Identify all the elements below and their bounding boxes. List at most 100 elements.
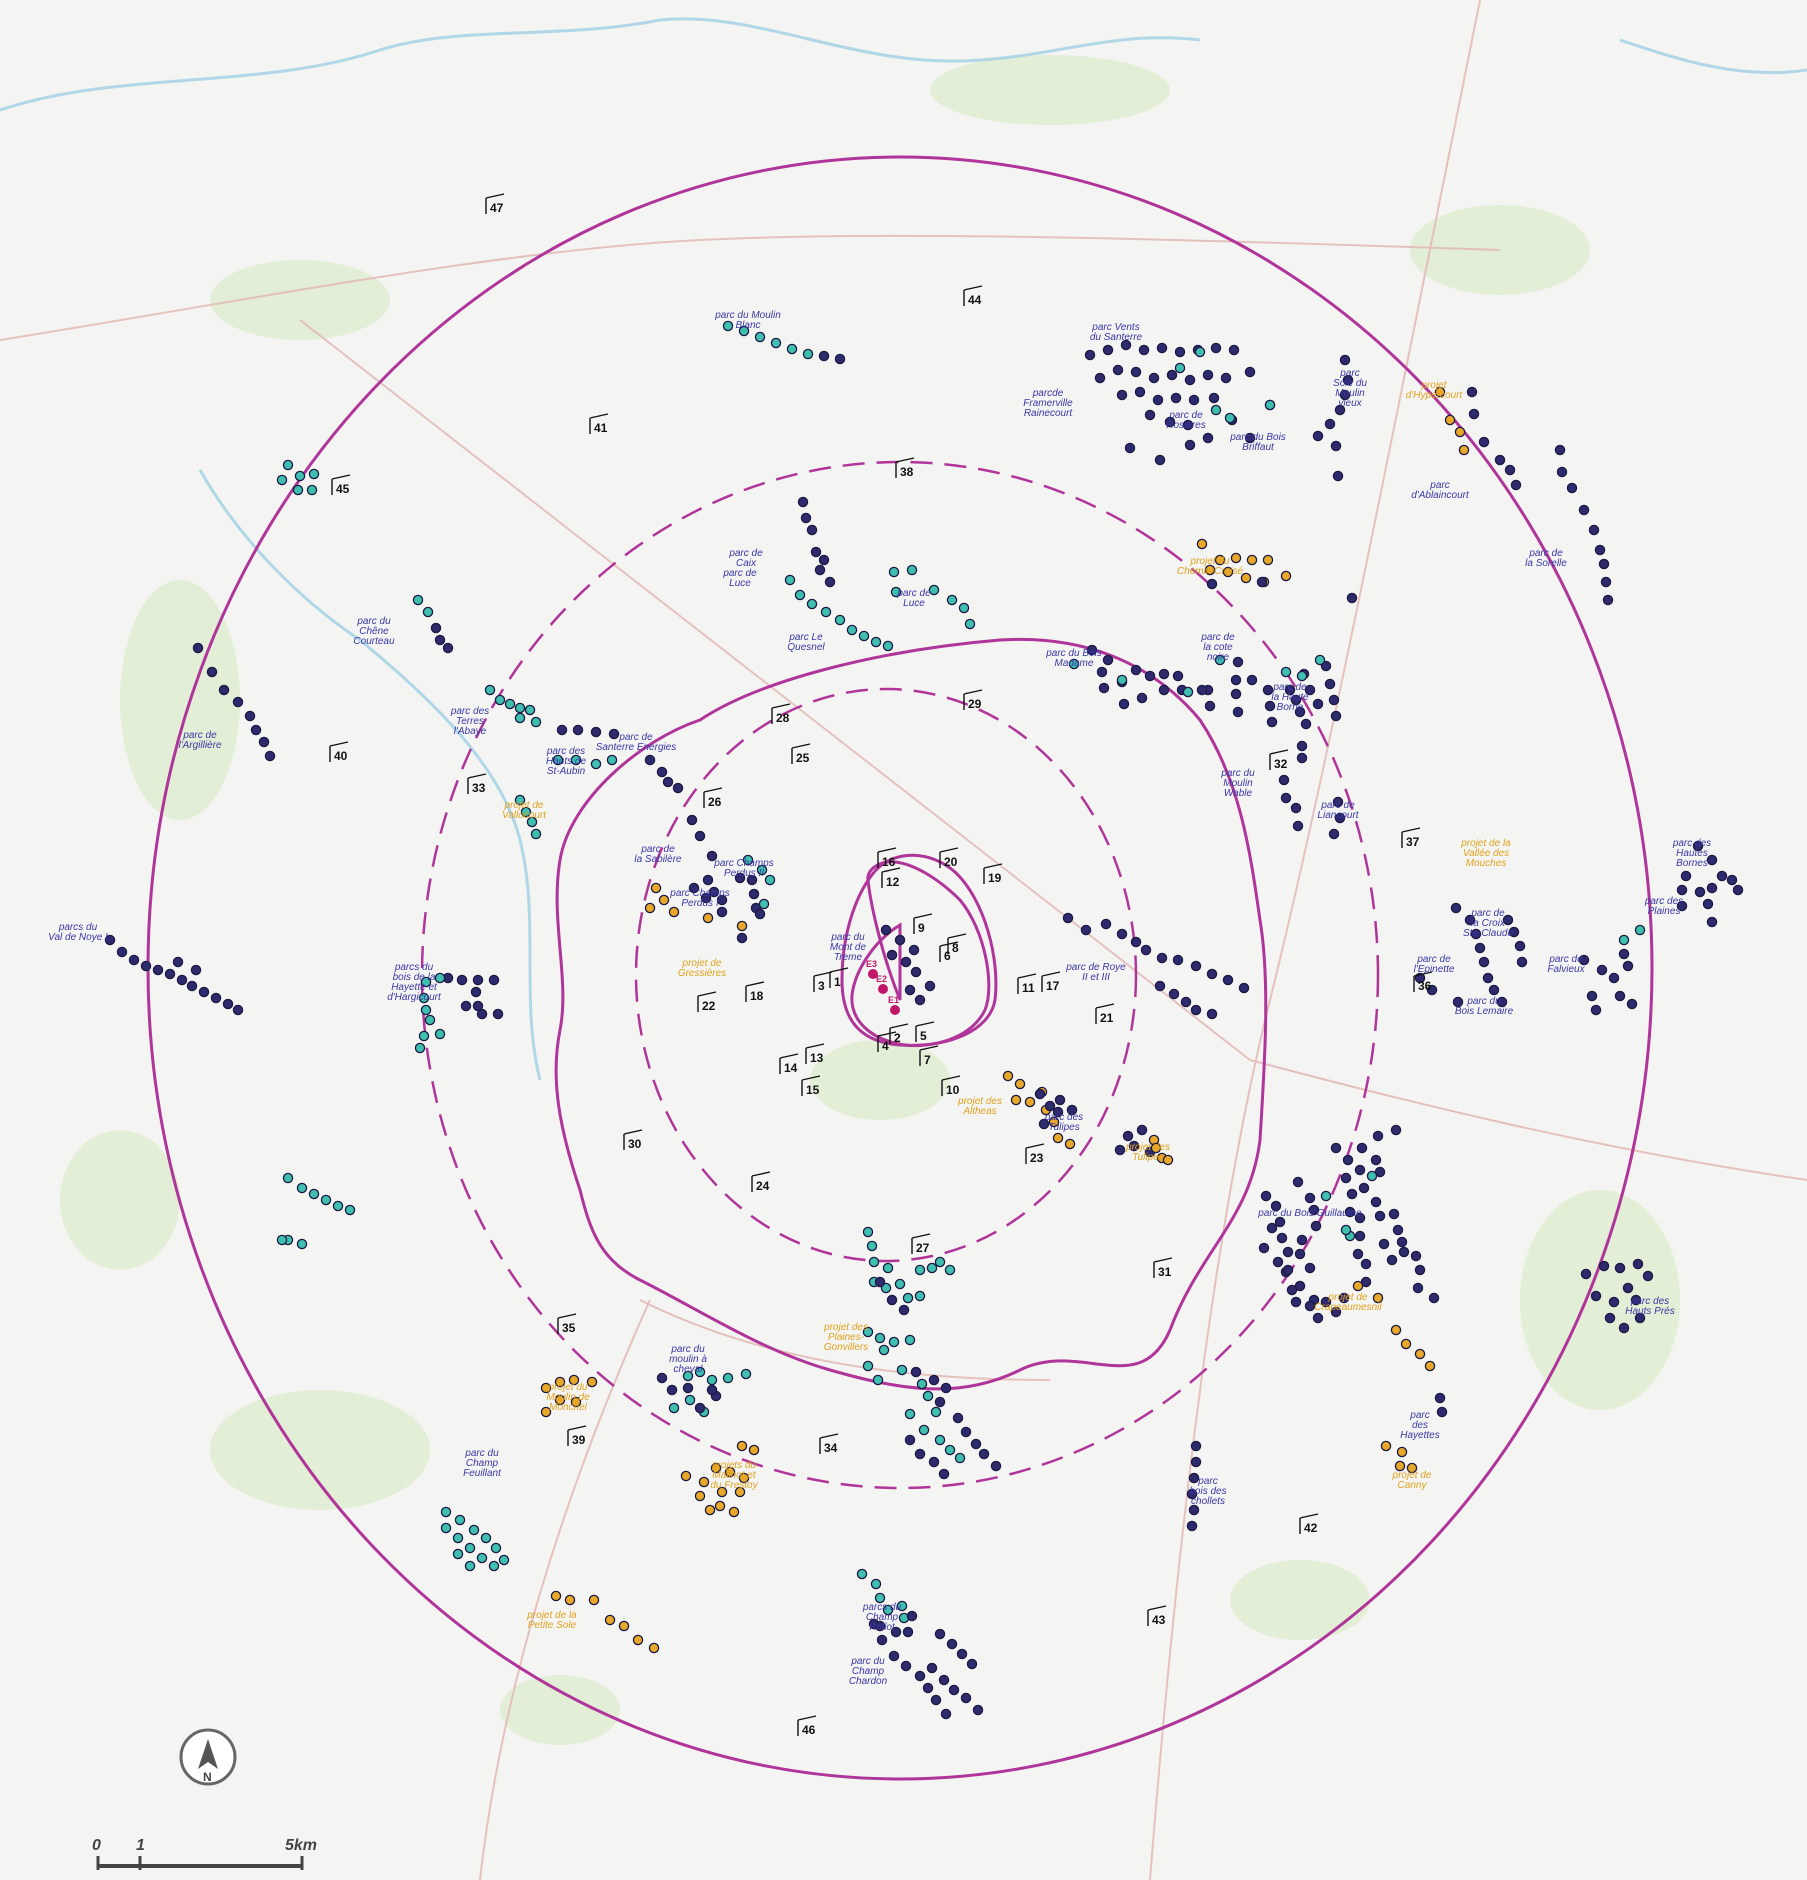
wind-turbine-parc[interactable]	[1188, 1472, 1200, 1484]
wind-turbine-parc[interactable]	[966, 1658, 978, 1670]
wind-turbine-parc[interactable]	[914, 994, 926, 1006]
wind-turbine-projet[interactable]	[1396, 1446, 1408, 1458]
wind-turbine-parc[interactable]	[1290, 694, 1302, 706]
wind-turbine-projet[interactable]	[632, 1634, 644, 1646]
wind-turbine-parc[interactable]	[742, 854, 754, 866]
wind-turbine-parc[interactable]	[874, 1276, 886, 1288]
wind-turbine-projet[interactable]	[570, 1396, 582, 1408]
wind-turbine-parc[interactable]	[250, 724, 262, 736]
wind-turbine-parc[interactable]	[1434, 1392, 1446, 1404]
wind-turbine-parc[interactable]	[868, 1256, 880, 1268]
wind-turbine-parc[interactable]	[488, 974, 500, 986]
wind-turbine-parc[interactable]	[530, 716, 542, 728]
wind-turbine-parc[interactable]	[186, 980, 198, 992]
wind-turbine-parc[interactable]	[1086, 644, 1098, 656]
wind-turbine-parc[interactable]	[944, 1444, 956, 1456]
viewpoint-marker[interactable]: 15	[801, 1075, 821, 1097]
wind-turbine-parc[interactable]	[1706, 916, 1718, 928]
wind-turbine-parc[interactable]	[818, 554, 830, 566]
wind-turbine-projet[interactable]	[1002, 1070, 1014, 1082]
viewpoint-marker[interactable]: 44	[963, 285, 983, 307]
viewpoint-marker[interactable]: 3	[813, 971, 833, 993]
wind-turbine-parc[interactable]	[1392, 1224, 1404, 1236]
wind-turbine-parc[interactable]	[1396, 1236, 1408, 1248]
wind-turbine-parc[interactable]	[176, 974, 188, 986]
wind-turbine-parc[interactable]	[1122, 1130, 1134, 1142]
wind-turbine-parc[interactable]	[1346, 592, 1358, 604]
wind-turbine-parc[interactable]	[418, 1030, 430, 1042]
viewpoint-marker[interactable]: 6	[939, 941, 959, 963]
wind-turbine-parc[interactable]	[1360, 1258, 1372, 1270]
wind-turbine-parc[interactable]	[908, 944, 920, 956]
wind-turbine-parc[interactable]	[1190, 1004, 1202, 1016]
viewpoint-marker[interactable]: 24	[751, 1171, 771, 1193]
wind-turbine-parc[interactable]	[1470, 928, 1482, 940]
wind-turbine-parc[interactable]	[1342, 374, 1354, 386]
wind-turbine-parc[interactable]	[682, 1382, 694, 1394]
wind-turbine-projet[interactable]	[736, 1440, 748, 1452]
wind-turbine-projet[interactable]	[1246, 554, 1258, 566]
wind-turbine-parc[interactable]	[556, 724, 568, 736]
wind-turbine-parc[interactable]	[1324, 418, 1336, 430]
wind-turbine-parc[interactable]	[1190, 1456, 1202, 1468]
wind-turbine-projet[interactable]	[1406, 1462, 1418, 1474]
wind-turbine-parc[interactable]	[1154, 980, 1166, 992]
wind-turbine-parc[interactable]	[1066, 1104, 1078, 1116]
wind-turbine-parc[interactable]	[488, 1560, 500, 1572]
wind-turbine-parc[interactable]	[902, 1292, 914, 1304]
wind-turbine-parc[interactable]	[1482, 972, 1494, 984]
wind-turbine-parc[interactable]	[938, 1674, 950, 1686]
wind-turbine-parc[interactable]	[1354, 1164, 1366, 1176]
wind-turbine-projet[interactable]	[694, 1490, 706, 1502]
wind-turbine-parc[interactable]	[1590, 1290, 1602, 1302]
wind-turbine-projet[interactable]	[586, 1376, 598, 1388]
wind-turbine-parc[interactable]	[294, 470, 306, 482]
wind-turbine-parc[interactable]	[1304, 1300, 1316, 1312]
wind-turbine-parc[interactable]	[434, 972, 446, 984]
viewpoint-marker[interactable]: 29	[963, 689, 983, 711]
wind-turbine-parc[interactable]	[1324, 678, 1336, 690]
wind-turbine-parc[interactable]	[1370, 1196, 1382, 1208]
wind-turbine-parc[interactable]	[1504, 464, 1516, 476]
wind-turbine-parc[interactable]	[282, 1172, 294, 1184]
wind-turbine-parc[interactable]	[606, 754, 618, 766]
wind-turbine-parc[interactable]	[814, 564, 826, 576]
wind-turbine-parc[interactable]	[1378, 1238, 1390, 1250]
viewpoint-marker[interactable]: 16	[877, 847, 897, 869]
wind-turbine-parc[interactable]	[1052, 1106, 1064, 1118]
wind-turbine-parc[interactable]	[896, 1364, 908, 1376]
wind-turbine-parc[interactable]	[1508, 926, 1520, 938]
wind-turbine-parc[interactable]	[1388, 1208, 1400, 1220]
wind-turbine-parc[interactable]	[1464, 914, 1476, 926]
wind-turbine-parc[interactable]	[1516, 956, 1528, 968]
wind-turbine-parc[interactable]	[694, 830, 706, 842]
wind-turbine-parc[interactable]	[866, 1240, 878, 1252]
wind-turbine-parc[interactable]	[1702, 898, 1714, 910]
wind-turbine-parc[interactable]	[1214, 654, 1226, 666]
wind-turbine-parc[interactable]	[1294, 706, 1306, 718]
wind-turbine-parc[interactable]	[292, 484, 304, 496]
wind-turbine-parc[interactable]	[882, 1262, 894, 1274]
wind-turbine-parc[interactable]	[1228, 344, 1240, 356]
wind-turbine-parc[interactable]	[1282, 1246, 1294, 1258]
wind-turbine-projet[interactable]	[716, 1486, 728, 1498]
wind-turbine-parc[interactable]	[738, 325, 750, 337]
wind-turbine-parc[interactable]	[1332, 796, 1344, 808]
wind-turbine-parc[interactable]	[694, 1402, 706, 1414]
wind-turbine-parc[interactable]	[1188, 394, 1200, 406]
wind-turbine-parc[interactable]	[1706, 854, 1718, 866]
wind-turbine-parc[interactable]	[1314, 654, 1326, 666]
wind-turbine-parc[interactable]	[1196, 684, 1208, 696]
wind-turbine-projet[interactable]	[1444, 414, 1456, 426]
wind-turbine-parc[interactable]	[476, 1008, 488, 1020]
wind-turbine-parc[interactable]	[494, 694, 506, 706]
viewpoint-marker[interactable]: 28	[771, 703, 791, 725]
wind-turbine-parc[interactable]	[520, 806, 532, 818]
wind-turbine-projet[interactable]	[554, 1376, 566, 1388]
wind-turbine-parc[interactable]	[918, 1424, 930, 1436]
wind-turbine-parc[interactable]	[740, 1368, 752, 1380]
wind-turbine-parc[interactable]	[1238, 982, 1250, 994]
wind-turbine-parc[interactable]	[806, 598, 818, 610]
wind-turbine-parc[interactable]	[1116, 674, 1128, 686]
wind-turbine-parc[interactable]	[946, 594, 958, 606]
